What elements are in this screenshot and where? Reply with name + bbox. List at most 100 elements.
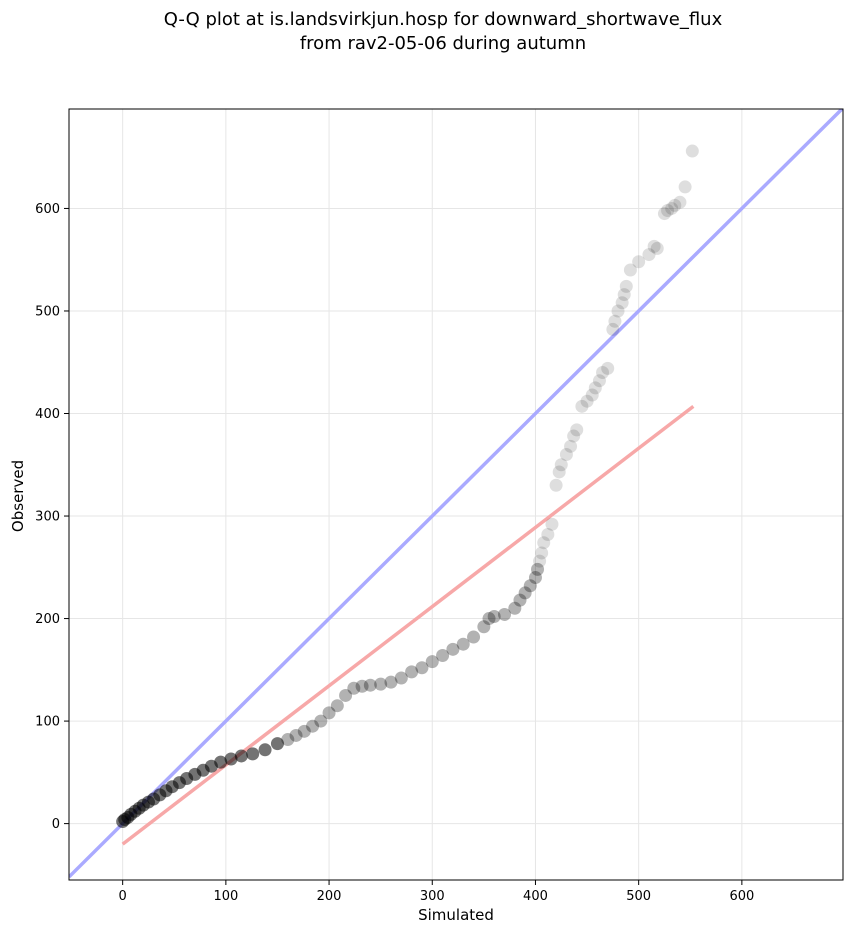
x-tick-label: 100: [213, 889, 238, 904]
qq-point: [306, 719, 320, 733]
qq-point: [559, 448, 573, 462]
qq-point: [592, 374, 606, 388]
qq-point: [258, 743, 272, 757]
qq-point: [657, 207, 671, 221]
qq-point: [596, 365, 610, 379]
qq-point: [314, 714, 328, 728]
y-axis-ticks: 0 100 200 300 400 500 600: [35, 202, 69, 832]
qq-point: [446, 642, 460, 656]
y-tick-label: 0: [52, 817, 60, 832]
qq-point: [482, 612, 496, 626]
qq-point: [523, 579, 537, 593]
qq-point: [533, 554, 547, 568]
qq-point: [518, 586, 532, 600]
qq-point: [541, 527, 555, 541]
qq-point: [467, 630, 481, 644]
qq-point: [606, 322, 620, 336]
qq-point: [394, 671, 408, 685]
qq-point: [580, 394, 594, 408]
qq-point: [623, 263, 637, 277]
qq-point: [554, 458, 568, 472]
qq-point: [588, 381, 602, 395]
qq-point: [374, 677, 388, 691]
qq-point: [270, 737, 284, 751]
qq-point: [363, 678, 377, 692]
qq-point: [650, 241, 664, 255]
qq-point: [601, 361, 615, 375]
qq-point: [513, 593, 527, 607]
qq-point: [678, 180, 692, 194]
qq-point: [617, 288, 631, 302]
qq-point: [355, 679, 369, 693]
reference-lines: [69, 109, 843, 879]
qq-point: [611, 304, 625, 318]
x-tick-label: 500: [626, 889, 651, 904]
qq-point: [531, 562, 545, 576]
qq-point: [281, 733, 295, 747]
qq-point: [570, 423, 584, 437]
qq-point: [347, 681, 361, 695]
chart-title-line-1: Q-Q plot at is.landsvirkjun.hosp for dow…: [164, 9, 723, 30]
qq-point: [339, 688, 353, 702]
x-axis-label: Simulated: [418, 906, 494, 924]
qq-point: [608, 314, 622, 328]
qq-point: [665, 201, 679, 215]
qq-point: [567, 429, 581, 443]
qq-point: [537, 536, 551, 550]
fit-line: [121, 404, 695, 846]
qq-point: [535, 546, 549, 560]
qq-point: [214, 755, 228, 769]
qq-point: [322, 706, 336, 720]
qq-point: [668, 198, 682, 212]
qq-point: [436, 648, 450, 662]
qq-point: [632, 255, 646, 269]
qq-point: [619, 279, 633, 293]
qq-point: [642, 248, 656, 262]
chart-title-line-2: from rav2-05-06 during autumn: [300, 33, 586, 54]
qq-point: [685, 144, 699, 158]
qq-point: [585, 388, 599, 402]
y-tick-label: 600: [35, 202, 60, 217]
y-tick-label: 500: [35, 304, 60, 319]
qq-point: [508, 601, 522, 615]
plot-frame: [68, 108, 844, 881]
qq-point: [487, 610, 501, 624]
grid-lines: [69, 109, 843, 880]
qq-point: [289, 728, 303, 742]
x-tick-label: 200: [317, 889, 342, 904]
y-axis-label: Observed: [9, 460, 27, 532]
qq-point: [477, 620, 491, 634]
qq-point: [297, 724, 311, 738]
y-tick-label: 100: [35, 715, 60, 730]
qq-point: [415, 661, 429, 675]
y-tick-label: 400: [35, 407, 60, 422]
qq-point: [498, 607, 512, 621]
qq-point: [224, 752, 238, 766]
qq-point: [384, 675, 398, 689]
x-axis-ticks: 0 100 200 300 400 500 600: [119, 880, 754, 904]
qq-point: [564, 439, 578, 453]
x-tick-label: 600: [729, 889, 754, 904]
qq-point: [330, 699, 344, 713]
quantile-points: [116, 144, 699, 829]
qq-point: [425, 655, 439, 669]
x-tick-label: 400: [523, 889, 548, 904]
qq-point: [549, 478, 563, 492]
qq-point: [545, 517, 559, 531]
y-tick-label: 300: [35, 510, 60, 525]
identity-line: [69, 109, 843, 879]
qq-point: [575, 399, 589, 413]
qq-point: [673, 195, 687, 209]
x-tick-label: 300: [420, 889, 445, 904]
qq-point: [456, 637, 470, 651]
qq-point: [615, 296, 629, 310]
y-tick-label: 200: [35, 612, 60, 627]
qq-point: [246, 747, 260, 761]
qq-point: [661, 204, 675, 218]
qq-point: [405, 665, 419, 679]
qq-point: [647, 239, 661, 253]
x-tick-label: 0: [119, 889, 127, 904]
qq-point: [552, 465, 566, 479]
qq-point: [234, 749, 248, 763]
